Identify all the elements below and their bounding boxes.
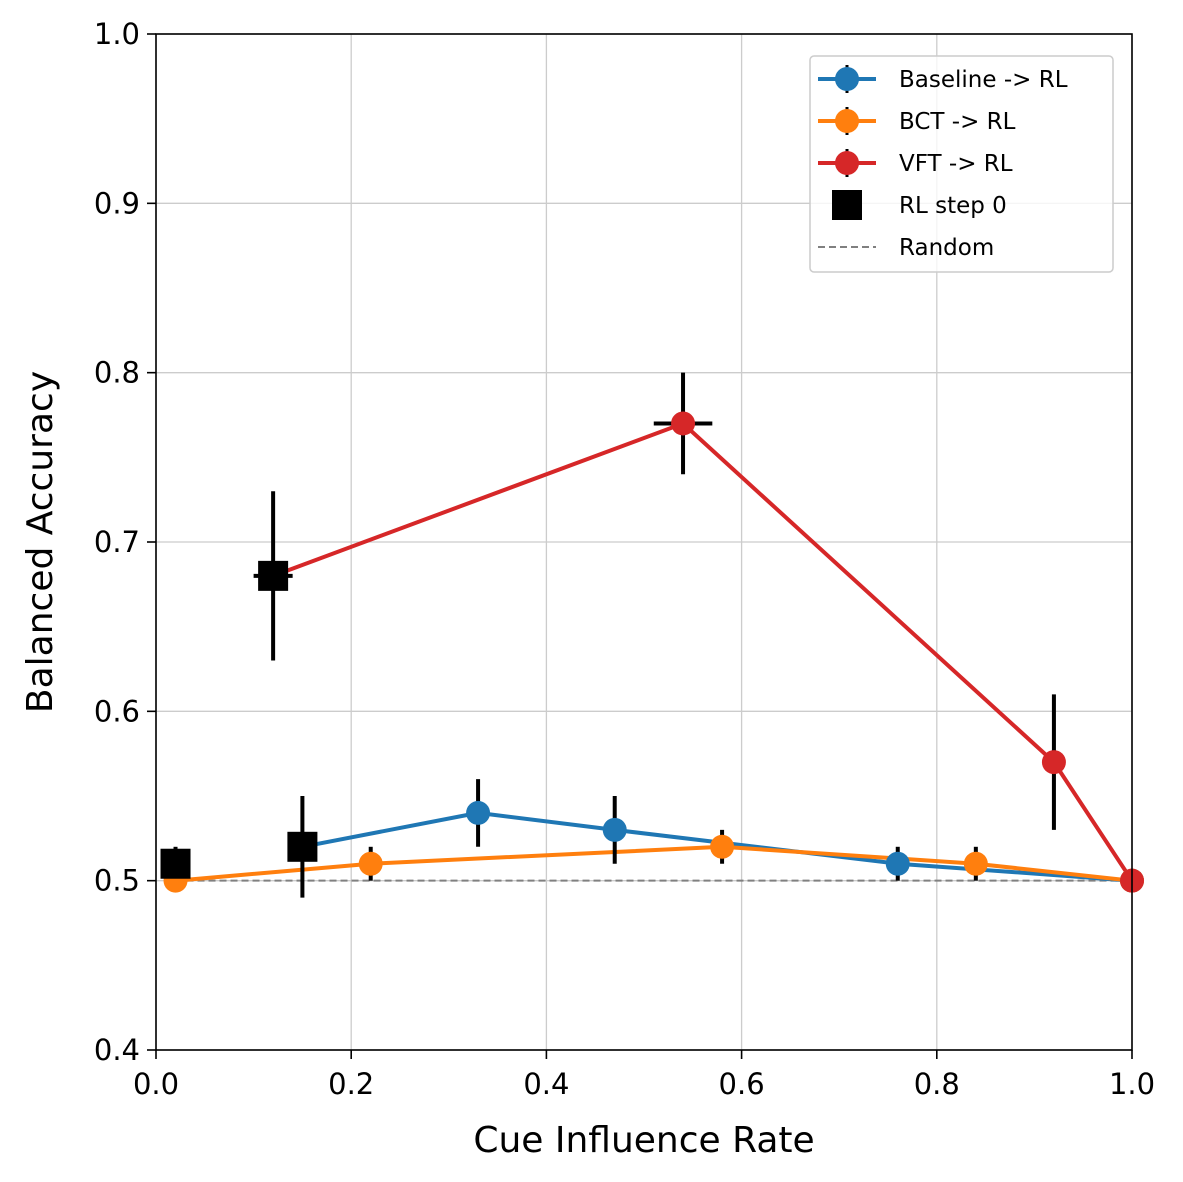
y-tick-label-4: 0.8 (94, 356, 140, 390)
legend-marker-1 (835, 109, 859, 133)
rl-step0-marker-0 (160, 848, 191, 879)
legend: Baseline -> RL BCT -> RL VFT -> RL RL step … (809, 55, 1114, 273)
x-tick-label-2: 0.4 (523, 1067, 569, 1101)
legend-label-2: VFT -> RL (899, 151, 1013, 177)
rl-step0-marker-2 (287, 831, 318, 862)
data-point-1-2 (358, 851, 383, 876)
y-tick-label-5: 0.9 (94, 186, 140, 220)
x-axis-label: Cue Influence Rate (473, 1120, 814, 1161)
series-line-2 (272, 421, 1134, 882)
axis-ticks: 0.0 0.2 0.4 0.6 0.8 1.0 0.4 0.5 0.6 0.7 0.8 0.9 1.0 (94, 17, 1155, 1101)
y-axis-label: Balanced Accuracy (20, 371, 61, 713)
y-tick-label-0: 0.4 (94, 1033, 140, 1067)
x-tick-label-3: 0.6 (719, 1067, 765, 1101)
x-tick-label-1: 0.2 (328, 1067, 374, 1101)
data-point-0-3 (885, 851, 910, 876)
legend-items: Baseline -> RL BCT -> RL VFT -> RL RL step … (818, 65, 1068, 261)
series-line-1 (173, 844, 1133, 883)
legend-marker-0 (835, 67, 859, 91)
legend-label-3: RL step 0 (899, 193, 1007, 219)
series-layer (173, 421, 1134, 883)
data-point-1-4 (963, 851, 988, 876)
legend-label-4: Random (899, 235, 994, 261)
rl-step0-marker-1 (258, 560, 289, 591)
legend-label-1: BCT -> RL (899, 109, 1016, 135)
y-tick-label-2: 0.6 (94, 694, 140, 728)
y-tick-label-3: 0.7 (94, 525, 140, 559)
legend-marker-3 (832, 190, 862, 220)
data-point-0-1 (466, 800, 491, 825)
y-tick-label-6: 1.0 (94, 17, 140, 51)
data-point-2-1 (671, 411, 696, 436)
data-point-0-2 (602, 817, 627, 842)
x-tick-label-5: 1.0 (1109, 1067, 1155, 1101)
legend-frame (809, 55, 1114, 273)
legend-label-0: Baseline -> RL (899, 67, 1068, 93)
y-tick-label-1: 0.5 (94, 864, 140, 898)
legend-marker-2 (835, 151, 859, 175)
marker-layer (160, 411, 1144, 893)
data-point-2-2 (1041, 750, 1066, 775)
x-tick-label-4: 0.8 (914, 1067, 960, 1101)
x-tick-label-0: 0.0 (133, 1067, 179, 1101)
data-point-1-3 (710, 834, 735, 859)
